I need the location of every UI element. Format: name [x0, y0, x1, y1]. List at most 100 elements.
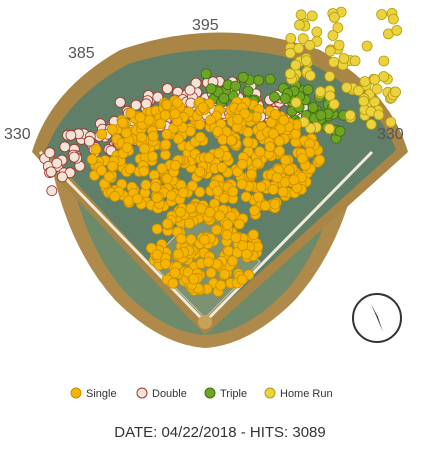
hit-marker: [236, 178, 248, 190]
hit-marker: [327, 30, 339, 41]
hit-marker: [185, 202, 197, 214]
hit-marker: [226, 134, 237, 146]
hit-marker: [213, 147, 225, 159]
hit-marker: [285, 33, 297, 44]
hit-marker: [239, 108, 251, 119]
hit-marker: [227, 186, 239, 197]
hit-marker: [185, 233, 197, 245]
hit-marker: [237, 71, 249, 83]
hit-marker: [369, 74, 381, 85]
hit-marker: [283, 164, 295, 176]
hit-marker: [114, 97, 126, 108]
hit-marker: [288, 174, 300, 186]
distance-label: 330: [4, 126, 31, 143]
compass[interactable]: [352, 293, 402, 343]
hit-marker: [222, 219, 234, 231]
hit-marker: [150, 181, 162, 193]
hit-marker: [203, 152, 215, 164]
hit-marker: [277, 186, 289, 198]
hit-marker: [65, 129, 77, 141]
hit-marker: [230, 232, 242, 244]
hit-marker: [184, 84, 196, 96]
hit-marker: [84, 135, 95, 147]
hit-marker: [328, 11, 340, 23]
hit-marker: [373, 109, 385, 121]
hit-marker: [96, 128, 108, 140]
hit-marker: [59, 141, 71, 153]
hit-marker: [212, 185, 223, 197]
hit-marker: [314, 86, 326, 98]
hit-marker: [249, 205, 260, 216]
hit-marker: [175, 206, 186, 218]
hit-marker: [271, 172, 283, 184]
hit-marker: [232, 113, 244, 125]
hit-marker: [151, 223, 163, 235]
hit-marker: [274, 135, 285, 147]
hit-marker: [328, 56, 340, 68]
hit-marker: [242, 85, 254, 97]
hit-marker: [297, 33, 309, 44]
hit-marker: [194, 166, 206, 178]
hit-marker: [90, 143, 102, 155]
hit-marker: [124, 163, 136, 175]
hit-marker: [378, 55, 390, 67]
hit-marker: [218, 192, 230, 204]
hit-marker: [109, 190, 121, 202]
hit-marker: [246, 168, 257, 180]
hit-marker: [175, 233, 187, 245]
hit-marker: [200, 68, 212, 80]
legend-icon: [136, 387, 148, 399]
hit-marker: [169, 267, 181, 279]
hit-marker: [221, 229, 233, 241]
hit-marker: [252, 191, 264, 203]
hit-marker: [349, 55, 361, 67]
hit-marker: [212, 126, 224, 137]
hit-marker: [237, 240, 249, 251]
hit-marker: [284, 68, 296, 80]
hit-marker: [161, 83, 173, 94]
hit-marker: [300, 55, 312, 66]
hit-marker: [268, 128, 279, 140]
hit-marker: [236, 274, 248, 286]
hit-marker: [311, 26, 323, 38]
hit-marker: [302, 84, 314, 96]
hit-marker: [169, 108, 181, 120]
hit-marker: [278, 114, 290, 126]
hit-marker: [315, 109, 327, 121]
hit-marker: [219, 268, 231, 280]
hit-marker: [106, 123, 118, 135]
hit-marker: [68, 151, 80, 163]
hit-marker: [125, 107, 137, 119]
hit-marker: [248, 229, 259, 241]
hit-marker: [117, 117, 129, 128]
hit-marker: [304, 70, 316, 81]
home-plate: [198, 315, 212, 329]
legend-icon: [70, 387, 82, 399]
hit-marker: [323, 123, 335, 135]
hit-marker: [172, 248, 184, 260]
hit-marker: [293, 43, 305, 54]
hit-marker: [324, 45, 336, 57]
hit-marker: [306, 10, 318, 22]
hit-marker: [96, 165, 107, 176]
hit-marker: [171, 97, 183, 108]
hit-marker: [242, 136, 254, 148]
hit-marker: [197, 102, 209, 113]
hit-marker: [387, 13, 399, 25]
hit-marker: [103, 171, 115, 183]
hit-marker: [251, 157, 263, 169]
hit-marker: [215, 279, 227, 291]
hit-marker: [259, 200, 271, 212]
hit-markers: [39, 6, 403, 297]
hit-marker: [107, 160, 118, 172]
hit-marker: [167, 277, 179, 289]
hit-marker: [236, 158, 248, 170]
hit-marker: [214, 210, 226, 222]
hit-marker: [147, 151, 159, 162]
hit-marker: [294, 19, 305, 31]
hit-marker: [304, 39, 316, 51]
hit-marker: [218, 92, 230, 104]
hit-marker: [131, 193, 143, 205]
hit-marker: [223, 245, 234, 257]
